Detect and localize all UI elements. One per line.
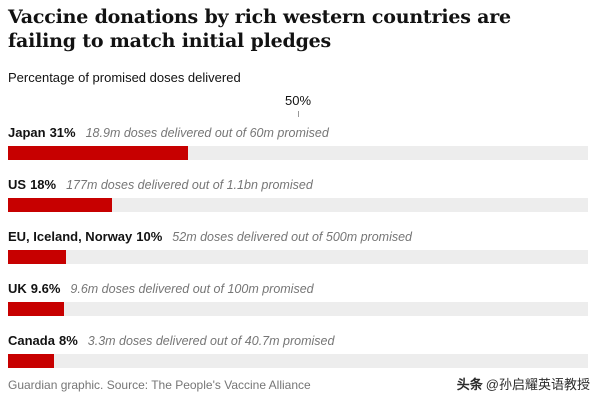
country-label: Canada	[8, 332, 55, 348]
bar-row-uk: UK 9.6% 9.6m doses delivered out of 100m p…	[8, 281, 588, 316]
country-label: UK	[8, 280, 27, 296]
bar-track	[8, 145, 588, 160]
bar-row-eu-iceland-norway: EU, Iceland, Norway 10% 52m doses delivere…	[8, 229, 588, 264]
bar-row-japan: Japan 31% 18.9m doses delivered out of 60m…	[8, 125, 588, 160]
watermark-handle: @孙启耀英语教授	[485, 377, 590, 392]
percent-label: 10%	[136, 228, 163, 244]
bar-row-us: US 18% 177m doses delivered out of 1.1bn p…	[8, 177, 588, 212]
bar-track	[8, 197, 588, 212]
doses-note: 177m doses delivered out of 1.1bn promis…	[66, 177, 313, 192]
axis-area: 50%	[8, 91, 588, 125]
percent-label: 8%	[58, 332, 78, 348]
doses-note: 9.6m doses delivered out of 100m promise…	[70, 281, 314, 296]
bar-row-label: UK 9.6% 9.6m doses delivered out of 100m p…	[8, 281, 588, 296]
chart-subtitle: Percentage of promised doses delivered	[8, 69, 241, 85]
bar-fill	[8, 353, 55, 368]
bar-row-label: EU, Iceland, Norway 10% 52m doses delivere…	[8, 229, 588, 244]
country-label: US	[8, 176, 27, 192]
doses-note: 52m doses delivered out of 500m promised	[172, 229, 413, 244]
bar-row-canada: Canada 8% 3.3m doses delivered out of 40.7…	[8, 333, 588, 368]
footer: Guardian graphic. Source: The People's V…	[8, 374, 590, 393]
country-label: EU, Iceland, Norway	[8, 228, 133, 244]
percent-label: 31%	[49, 124, 76, 140]
bar-fill	[8, 145, 188, 160]
bar-track	[8, 301, 588, 316]
watermark: 头条 @孙启耀英语教授	[457, 374, 590, 393]
axis-tick-label-50: 50%	[284, 92, 312, 108]
doses-note: 3.3m doses delivered out of 40.7m promis…	[87, 333, 335, 348]
source-credit: Guardian graphic. Source: The People's V…	[8, 378, 311, 392]
doses-note: 18.9m doses delivered out of 60m promise…	[85, 125, 329, 140]
bar-fill	[8, 249, 66, 264]
percent-label: 9.6%	[30, 280, 61, 296]
bar-track	[8, 249, 588, 264]
toutiao-logo-text: 头条	[456, 377, 483, 392]
bar-row-label: US 18% 177m doses delivered out of 1.1bn p…	[8, 177, 588, 192]
bar-row-label: Japan 31% 18.9m doses delivered out of 60m…	[8, 125, 588, 140]
bar-track	[8, 353, 588, 368]
bar-fill	[8, 301, 64, 316]
axis-tick-mark	[298, 110, 299, 117]
chart-title: Vaccine donations by rich western countr…	[8, 6, 511, 52]
bar-fill	[8, 197, 113, 212]
bar-row-label: Canada 8% 3.3m doses delivered out of 40.7…	[8, 333, 588, 348]
percent-label: 18%	[30, 176, 57, 192]
country-label: Japan	[8, 124, 46, 140]
